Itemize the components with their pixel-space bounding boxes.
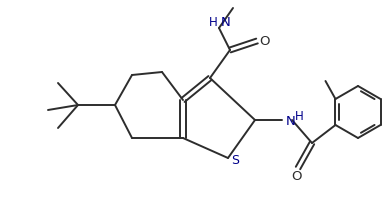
- Text: H: H: [209, 15, 217, 29]
- Text: N: N: [221, 15, 231, 29]
- Text: H: H: [295, 109, 304, 123]
- Text: O: O: [291, 170, 301, 184]
- Text: N: N: [286, 114, 296, 128]
- Text: S: S: [231, 154, 239, 168]
- Text: O: O: [259, 34, 269, 48]
